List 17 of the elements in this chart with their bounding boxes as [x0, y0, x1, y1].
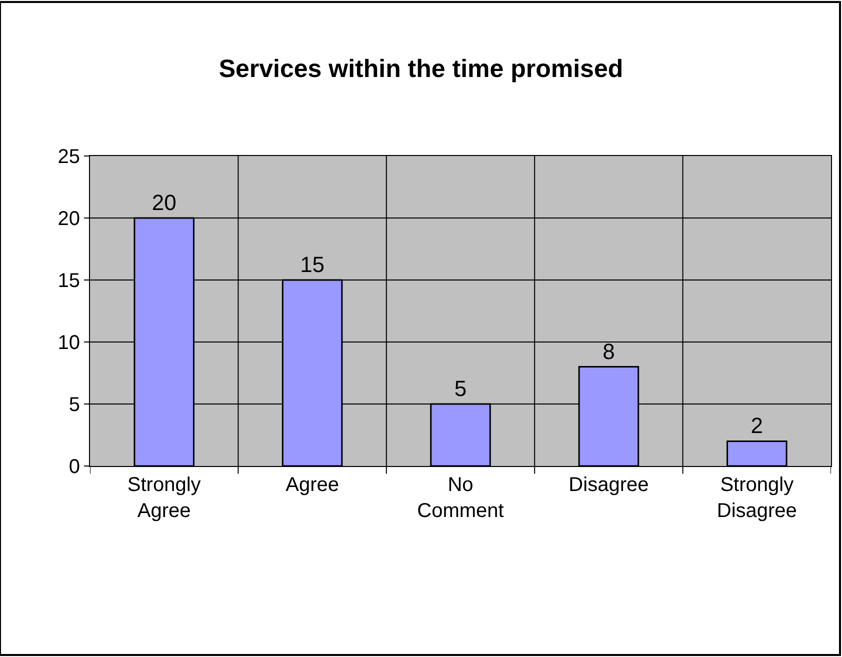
y-tick-label: 25 — [58, 146, 80, 168]
x-tick-label: Strongly Disagree — [716, 474, 797, 522]
y-tick-label: 0 — [68, 456, 80, 478]
data-label: 8 — [602, 338, 615, 364]
y-tick-label: 20 — [58, 208, 80, 230]
y-tick-label: 15 — [58, 270, 80, 292]
data-label: 15 — [300, 252, 325, 277]
data-label: 2 — [750, 413, 764, 438]
y-tick-label: 10 — [58, 332, 80, 354]
x-tick-label: No Comment — [417, 474, 504, 522]
x-tick-label: Agree — [286, 474, 339, 496]
x-tick-label: Disagree — [568, 474, 649, 496]
data-label: 5 — [454, 376, 467, 401]
chart-title: Services within the time promised — [218, 54, 624, 83]
x-tick-label: Strongly Agree — [127, 474, 201, 522]
y-tick-label: 5 — [68, 394, 80, 416]
data-label: 20 — [152, 190, 176, 215]
